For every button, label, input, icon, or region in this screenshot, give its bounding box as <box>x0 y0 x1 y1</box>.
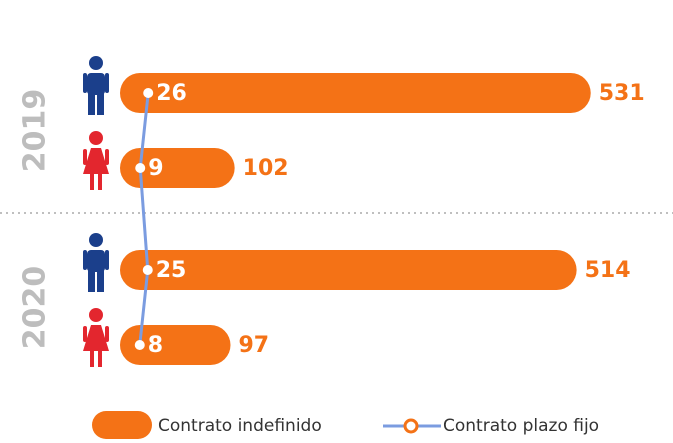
icon-arm <box>83 326 87 342</box>
icon-arm <box>105 149 109 165</box>
group-label: 2019 <box>18 89 53 173</box>
icon-arm <box>83 149 87 165</box>
icon-leg <box>98 351 102 367</box>
bar <box>120 148 235 188</box>
icon-arm <box>83 73 87 93</box>
icon-arm <box>83 250 87 270</box>
icon-dress <box>83 325 109 351</box>
icon-dress <box>83 148 109 174</box>
icon-leg <box>88 93 95 115</box>
icon-leg <box>97 270 104 292</box>
legend-swatch-bar <box>92 411 152 439</box>
female-icon <box>83 308 109 367</box>
line-point <box>142 265 153 275</box>
icon-body <box>87 73 105 95</box>
bar <box>120 73 591 113</box>
line-value-label: 26 <box>156 81 187 106</box>
bar-value-label: 102 <box>243 156 289 181</box>
icon-arm <box>105 250 109 270</box>
icon-leg <box>98 174 102 190</box>
bar-value-label: 514 <box>585 258 631 283</box>
bar-value-label: 97 <box>239 333 270 358</box>
icon-body <box>87 250 105 272</box>
icon-head <box>89 131 103 145</box>
icon-leg <box>88 270 95 292</box>
legend-swatch-marker <box>403 418 419 434</box>
icon-leg <box>90 174 94 190</box>
icon-head <box>89 56 103 70</box>
male-icon <box>83 56 109 115</box>
bar <box>120 325 231 365</box>
icon-arm <box>105 326 109 342</box>
legend-label: Contrato plazo fijo <box>443 416 599 436</box>
bar <box>120 250 577 290</box>
line-value-label: 25 <box>156 258 187 283</box>
line-point <box>134 340 145 350</box>
line <box>138 92 150 346</box>
icon-head <box>89 308 103 322</box>
icon-arm <box>105 73 109 93</box>
icon-head <box>89 233 103 247</box>
bar-value-label: 531 <box>599 81 645 106</box>
icon-leg <box>90 351 94 367</box>
group-label: 2020 <box>18 266 53 350</box>
legend-label: Contrato indefinido <box>158 416 322 436</box>
icon-leg <box>97 93 104 115</box>
line-point <box>135 163 146 173</box>
line-value-label: 9 <box>148 156 163 181</box>
male-icon <box>83 233 109 292</box>
female-icon <box>83 131 109 190</box>
line-point <box>143 88 154 98</box>
line-value-label: 8 <box>148 333 163 358</box>
